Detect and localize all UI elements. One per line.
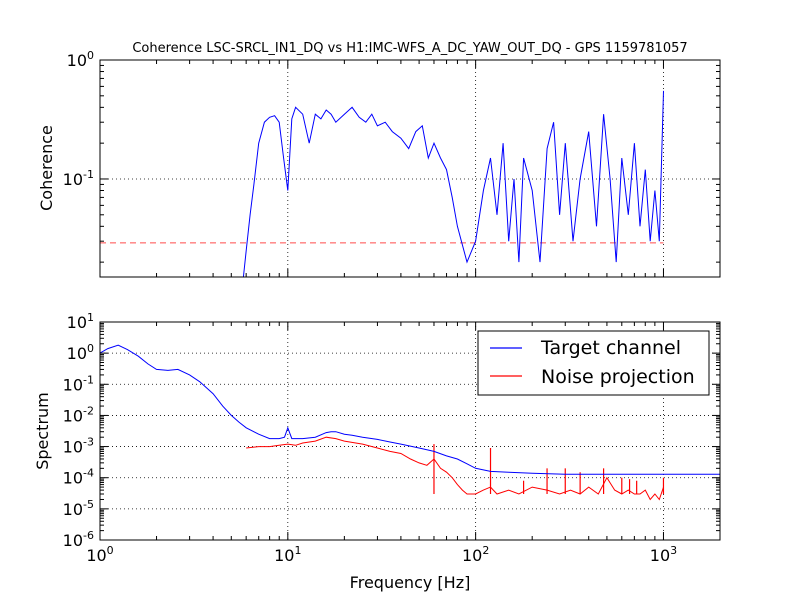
spectrum-ylabel: Spectrum bbox=[33, 392, 52, 470]
spectrum-ytick-label: 100 bbox=[67, 342, 94, 363]
spectrum-data bbox=[100, 344, 720, 501]
spectrum-xtick-label: 100 bbox=[86, 544, 113, 565]
coherence-ytick-label: 10-1 bbox=[63, 168, 94, 189]
noise-projection-line bbox=[246, 436, 664, 501]
coherence-ticks: 10-1 100 bbox=[63, 49, 720, 277]
coherence-frame bbox=[99, 59, 721, 278]
coherence-axes: 10-1 100 bbox=[63, 49, 721, 278]
coherence-series-line bbox=[242, 90, 664, 277]
target-channel-line bbox=[100, 344, 720, 475]
spectrum-xtick-label: 102 bbox=[462, 544, 489, 565]
spectrum-ytick-label: 10-2 bbox=[63, 404, 94, 425]
spectrum-xtick-label: 101 bbox=[274, 544, 301, 565]
legend-label-target: Target channel bbox=[540, 337, 681, 359]
spectrum-ytick-label: 10-5 bbox=[63, 498, 94, 519]
spectrum-xlabel: Frequency [Hz] bbox=[350, 573, 471, 592]
legend-label-noise: Noise projection bbox=[541, 366, 695, 388]
spectrum-ytick-label: 10-1 bbox=[63, 373, 94, 394]
coherence-title: Coherence LSC-SRCL_IN1_DQ vs H1:IMC-WFS_… bbox=[132, 41, 687, 56]
spectrum-axes: 10-6 10-5 10-4 10-3 10-2 10-1 100 101 100 101 102 1… bbox=[63, 311, 721, 565]
spectrum-ticks: 10-6 10-5 10-4 10-3 10-2 10-1 100 101 100 101 102 1… bbox=[63, 311, 720, 565]
spectrum-xtick-label: 103 bbox=[650, 544, 677, 565]
legend-box bbox=[477, 330, 710, 396]
spectrum-legend: Target channel Noise projection bbox=[477, 330, 710, 396]
coherence-ytick-label: 100 bbox=[67, 49, 94, 70]
spectrum-ytick-label: 10-3 bbox=[63, 436, 94, 457]
coherence-data bbox=[100, 90, 664, 277]
coherence-grid bbox=[100, 60, 720, 277]
coherence-ylabel: Coherence bbox=[37, 125, 56, 211]
spectrum-frame bbox=[99, 321, 721, 541]
spectrum-ytick-label: 101 bbox=[67, 311, 94, 332]
spectrum-ytick-label: 10-4 bbox=[63, 467, 94, 488]
spectrum-ytick-label: 10-6 bbox=[63, 529, 94, 550]
